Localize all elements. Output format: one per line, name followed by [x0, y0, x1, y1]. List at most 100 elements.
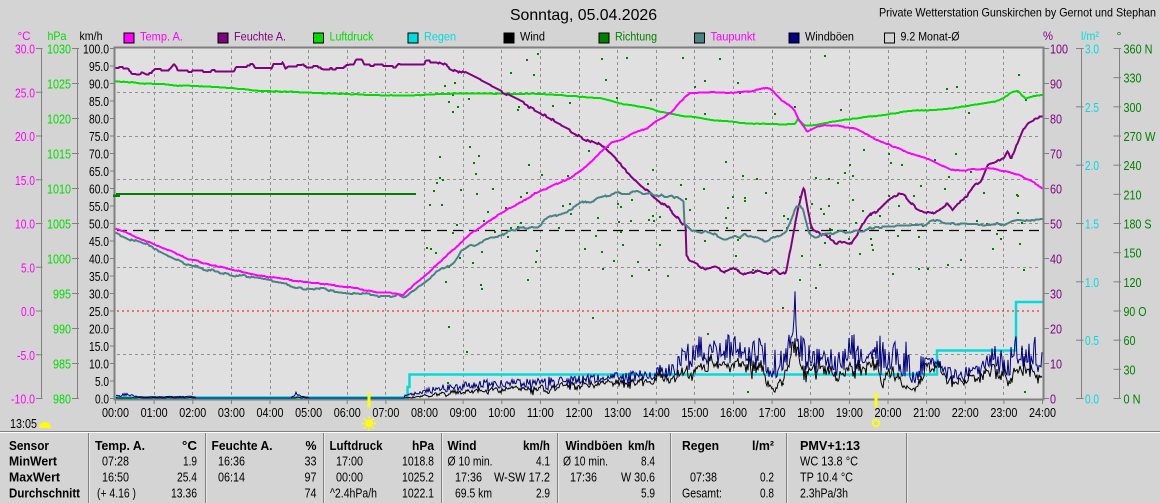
svg-text:08:00: 08:00 [411, 405, 438, 420]
svg-text:MaxWert: MaxWert [9, 470, 61, 485]
svg-text:270 W: 270 W [1124, 130, 1156, 144]
svg-text:02:00: 02:00 [179, 405, 206, 420]
svg-text:Feuchte A.: Feuchte A. [234, 32, 286, 44]
svg-text:1.0: 1.0 [1085, 276, 1099, 290]
svg-text:100.0: 100.0 [83, 43, 109, 57]
svg-text:10.0: 10.0 [15, 218, 35, 232]
svg-text:1022.1: 1022.1 [402, 486, 434, 501]
svg-text:10: 10 [1050, 358, 1062, 372]
svg-text:21:00: 21:00 [913, 405, 940, 420]
svg-text:180 S: 180 S [1124, 218, 1152, 232]
svg-text:33: 33 [305, 454, 317, 469]
svg-text:1025: 1025 [47, 78, 71, 92]
svg-text:km/h: km/h [628, 438, 655, 453]
svg-text:120: 120 [1124, 276, 1142, 290]
svg-text:30: 30 [1050, 288, 1062, 302]
svg-text:0.5: 0.5 [1085, 334, 1099, 348]
svg-text:0: 0 [1050, 393, 1056, 407]
svg-text:20: 20 [1050, 323, 1062, 337]
svg-text:360 N: 360 N [1124, 43, 1153, 57]
svg-text:90: 90 [1050, 78, 1062, 92]
svg-text:05:00: 05:00 [295, 405, 322, 420]
svg-text:09:00: 09:00 [450, 405, 477, 420]
svg-text:Temp. A.: Temp. A. [140, 32, 183, 44]
svg-text:17:36: 17:36 [455, 470, 482, 485]
svg-text:13.36: 13.36 [171, 486, 197, 501]
svg-text:Sonntag, 05.04.2026: Sonntag, 05.04.2026 [510, 7, 657, 24]
svg-text:20.0: 20.0 [89, 323, 109, 337]
svg-text:25.0: 25.0 [89, 305, 109, 319]
svg-text:1025.2: 1025.2 [402, 470, 434, 485]
svg-text:1.5: 1.5 [1085, 218, 1099, 232]
svg-text:Ø 10 min.: Ø 10 min. [448, 454, 493, 469]
svg-text:01:00: 01:00 [141, 405, 168, 420]
svg-text:Sensor: Sensor [9, 438, 49, 453]
svg-text:Richtung: Richtung [615, 32, 657, 44]
svg-text:-10.0: -10.0 [11, 393, 35, 407]
svg-text:50.0: 50.0 [89, 218, 109, 232]
svg-text:15.0: 15.0 [89, 340, 109, 354]
svg-text:1000: 1000 [47, 253, 71, 267]
svg-text:Luftdruck: Luftdruck [330, 32, 374, 44]
svg-text:30.0: 30.0 [89, 288, 109, 302]
svg-text:990: 990 [53, 323, 71, 337]
svg-text:35.0: 35.0 [89, 270, 109, 284]
svg-text:0.0: 0.0 [21, 305, 35, 319]
svg-text:hPa: hPa [48, 29, 67, 43]
svg-text:%: % [1043, 29, 1053, 43]
svg-text:60: 60 [1050, 183, 1062, 197]
svg-text:16:50: 16:50 [102, 470, 129, 485]
svg-text:%: % [306, 438, 317, 453]
svg-text:hPa: hPa [412, 438, 435, 453]
svg-text:13:00: 13:00 [604, 405, 631, 420]
svg-text:Wind: Wind [520, 32, 545, 44]
svg-text:W 30.6: W 30.6 [621, 470, 655, 485]
svg-text:74: 74 [305, 486, 317, 501]
svg-text:69.5 km: 69.5 km [455, 486, 492, 501]
svg-text:24:00: 24:00 [1029, 405, 1056, 420]
svg-text:100: 100 [1050, 43, 1068, 57]
svg-text:06:00: 06:00 [334, 405, 361, 420]
svg-text:11:00: 11:00 [527, 405, 554, 420]
svg-text:95.0: 95.0 [89, 60, 109, 74]
svg-text:TP 10.4 °C: TP 10.4 °C [800, 470, 853, 485]
svg-text:55.0: 55.0 [89, 200, 109, 214]
svg-text:07:00: 07:00 [372, 405, 399, 420]
svg-text:980: 980 [53, 393, 71, 407]
svg-text:90.0: 90.0 [89, 78, 109, 92]
svg-text:03:00: 03:00 [218, 405, 245, 420]
svg-text:°C: °C [18, 29, 31, 43]
svg-text:2.0: 2.0 [1085, 159, 1099, 173]
svg-text:65.0: 65.0 [89, 165, 109, 179]
svg-text:13:05: 13:05 [10, 416, 37, 431]
svg-text:WC 13.8 °C: WC 13.8 °C [800, 454, 858, 469]
svg-text:Durchschnitt: Durchschnitt [9, 486, 81, 501]
svg-text:Ø 10 min.: Ø 10 min. [563, 454, 608, 469]
svg-text:10:00: 10:00 [488, 405, 515, 420]
svg-text:°C: °C [182, 438, 198, 453]
svg-text:Regen: Regen [424, 32, 456, 44]
svg-text:06:14: 06:14 [218, 470, 245, 485]
svg-text:80: 80 [1050, 113, 1062, 127]
svg-text:85.0: 85.0 [89, 95, 109, 109]
svg-text:20.0: 20.0 [15, 130, 35, 144]
svg-text:0 N: 0 N [1124, 393, 1141, 407]
svg-text:(+ 4.16 ): (+ 4.16 ) [97, 486, 136, 501]
svg-text:985: 985 [53, 358, 71, 372]
svg-text:12:00: 12:00 [566, 405, 593, 420]
svg-text:30.0: 30.0 [15, 43, 35, 57]
svg-text:25.0: 25.0 [15, 86, 35, 100]
svg-text:75.0: 75.0 [89, 130, 109, 144]
svg-text:l/m²: l/m² [752, 438, 775, 453]
svg-text:2.9: 2.9 [536, 486, 550, 501]
svg-text:00:00: 00:00 [336, 470, 363, 485]
svg-text:W-SW 17.2: W-SW 17.2 [494, 470, 550, 485]
svg-text:16:00: 16:00 [720, 405, 747, 420]
svg-text:22:00: 22:00 [952, 405, 979, 420]
svg-text:Windböen: Windböen [566, 438, 623, 453]
svg-text:70.0: 70.0 [89, 148, 109, 162]
svg-text:2.5: 2.5 [1085, 101, 1099, 115]
svg-text:Wind: Wind [448, 438, 477, 453]
svg-text:60.0: 60.0 [89, 183, 109, 197]
svg-text:PMV+1:13: PMV+1:13 [800, 438, 860, 453]
